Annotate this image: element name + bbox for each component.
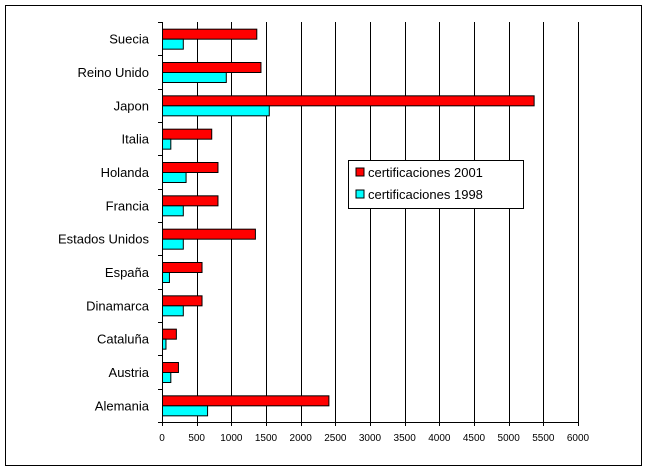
- bar-1998: [162, 205, 184, 217]
- category-labels: Suecia Reino Unido Japon Italia Holanda Franc…: [58, 32, 150, 414]
- category-label: Cataluña: [97, 332, 150, 347]
- x-tick-label: 6000: [567, 433, 590, 444]
- bar-2001: [162, 128, 213, 140]
- bar-1998: [162, 172, 187, 183]
- bar-1998: [162, 38, 184, 50]
- legend-swatch-1998: [355, 189, 365, 199]
- bar-2001: [162, 262, 203, 273]
- x-tick-label: 3500: [394, 433, 417, 444]
- bar-2001: [162, 295, 203, 307]
- bar-2001: [162, 362, 179, 373]
- x-tick-label: 5500: [532, 433, 555, 444]
- bar-2001: [162, 228, 256, 240]
- legend-box: [348, 160, 524, 209]
- bar-2001: [162, 62, 262, 73]
- bar-1998: [162, 338, 167, 350]
- x-tick-label: 2000: [290, 433, 313, 444]
- bar-2001: [162, 395, 330, 407]
- legend-swatch-2001: [355, 167, 365, 177]
- category-label: Reino Unido: [77, 65, 149, 80]
- legend-label-1998: certificaciones 1998: [368, 187, 483, 202]
- category-label: Estados Unidos: [58, 232, 150, 247]
- category-label: Francia: [106, 198, 150, 213]
- x-tick-label: 2500: [324, 433, 347, 444]
- bar-1998: [162, 105, 270, 117]
- x-tick-label: 4000: [428, 433, 451, 444]
- bar-1998: [162, 372, 172, 383]
- category-label: España: [105, 265, 150, 280]
- x-tick-label: 3000: [359, 433, 382, 444]
- category-label: Alemania: [95, 398, 150, 413]
- gridlines: [197, 22, 579, 422]
- chart-border: [5, 5, 642, 466]
- bar-1998: [162, 138, 172, 150]
- category-label: Italia: [122, 132, 150, 147]
- bar-1998: [162, 305, 184, 317]
- category-label: Suecia: [109, 32, 150, 47]
- bar-2001: [162, 195, 219, 207]
- bar-2001: [162, 162, 219, 173]
- bar-2001: [162, 28, 258, 40]
- bars: [162, 28, 535, 417]
- x-tick-label: 1000: [220, 433, 243, 444]
- category-label: Austria: [109, 365, 150, 380]
- bar-2001: [162, 328, 177, 340]
- legend: certificaciones 2001 certificaciones 199…: [348, 160, 524, 209]
- bar-1998: [162, 72, 227, 83]
- category-label: Dinamarca: [86, 298, 150, 313]
- bar-1998: [162, 238, 184, 250]
- x-tick-label: 4500: [463, 433, 486, 444]
- axes: [158, 22, 579, 426]
- bar-1998: [162, 405, 209, 417]
- bar-2001: [162, 95, 535, 107]
- x-tick-label: 5000: [498, 433, 521, 444]
- x-tick-label: 0: [159, 433, 165, 444]
- legend-label-2001: certificaciones 2001: [368, 165, 483, 180]
- bar-1998: [162, 272, 170, 283]
- x-tick-label: 500: [188, 433, 205, 444]
- category-label: Japon: [114, 98, 149, 113]
- x-tick-labels: 0 500 1000 1500 2000 2500 3000 3500 4000 4500 5000…: [159, 433, 589, 444]
- category-label: Holanda: [101, 165, 150, 180]
- x-tick-label: 1500: [255, 433, 278, 444]
